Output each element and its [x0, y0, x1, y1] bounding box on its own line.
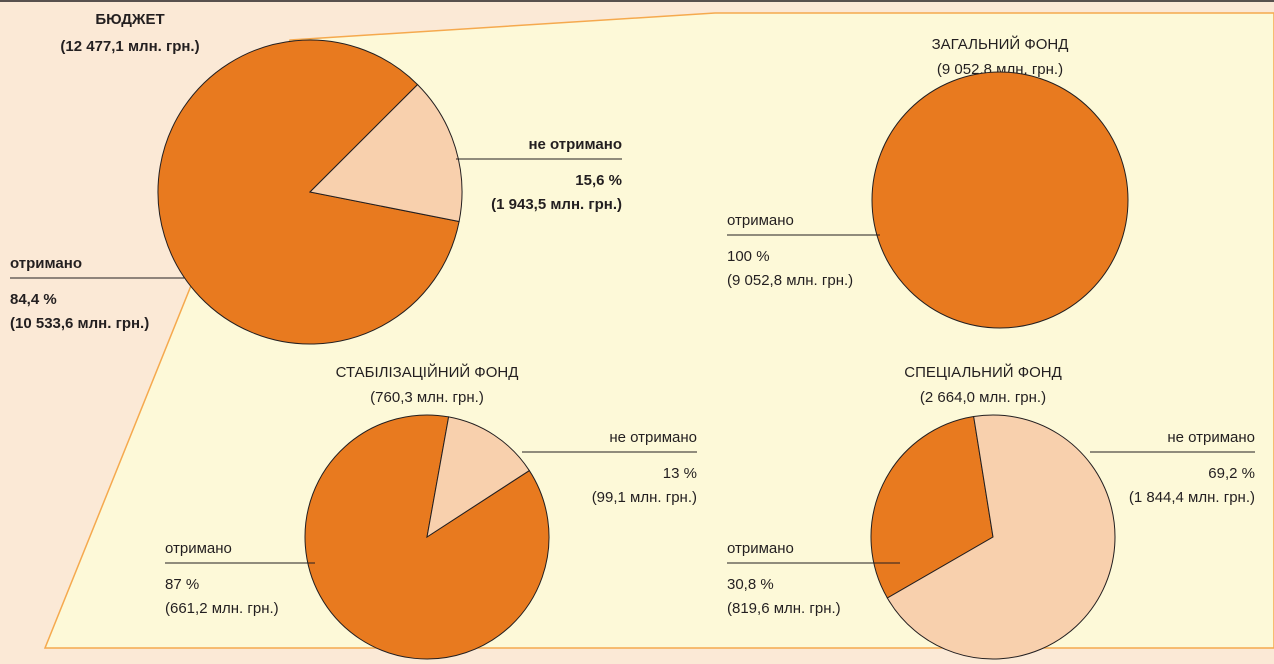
chart-title: СПЕЦІАЛЬНИЙ ФОНД [904, 363, 1062, 381]
amount-label: (10 533,6 млн. грн.) [10, 315, 149, 332]
chart-subtitle: (12 477,1 млн. грн.) [60, 38, 199, 55]
category-label: отримано [10, 255, 82, 272]
pie-slice [871, 71, 1129, 329]
chart-subtitle: (2 664,0 млн. грн.) [920, 389, 1046, 406]
amount-label: (1 844,4 млн. грн.) [1129, 489, 1255, 506]
chart-title: ЗАГАЛЬНИЙ ФОНД [932, 35, 1069, 53]
pie-slice [426, 416, 531, 539]
value-label: 30,8 % [727, 576, 774, 593]
chart-subtitle: (9 052,8 млн. грн.) [937, 61, 1063, 78]
amount-label: (661,2 млн. грн.) [165, 600, 279, 617]
value-label: 15,6 % [575, 172, 622, 189]
pie-slice [308, 83, 463, 223]
category-label: не отримано [1167, 429, 1255, 446]
category-label: не отримано [609, 429, 697, 446]
amount-label: (9 052,8 млн. грн.) [727, 272, 853, 289]
value-label: 87 % [165, 576, 199, 593]
chart-title: СТАБІЛІЗАЦІЙНИЙ ФОНД [336, 363, 519, 381]
amount-label: (1 943,5 млн. грн.) [491, 196, 622, 213]
pie-slice [886, 414, 1116, 660]
pie-slice [870, 415, 994, 599]
category-label: отримано [727, 540, 794, 557]
category-label: отримано [727, 212, 794, 229]
category-label: не отримано [528, 136, 622, 153]
category-label: отримано [165, 540, 232, 557]
pie-slice [157, 39, 460, 345]
amount-label: (99,1 млн. грн.) [592, 489, 697, 506]
chart-subtitle: (760,3 млн. грн.) [370, 389, 484, 406]
value-label: 13 % [663, 465, 697, 482]
value-label: 84,4 % [10, 291, 57, 308]
value-label: 100 % [727, 248, 770, 265]
chart-title: БЮДЖЕТ [95, 11, 164, 28]
value-label: 69,2 % [1208, 465, 1255, 482]
amount-label: (819,6 млн. грн.) [727, 600, 841, 617]
